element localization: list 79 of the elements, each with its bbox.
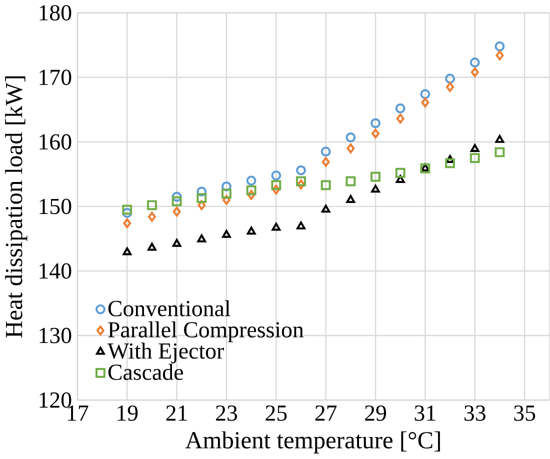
- point: [296, 166, 306, 176]
- point: [446, 82, 454, 92]
- point: [370, 172, 380, 182]
- point: [272, 184, 280, 195]
- x-tick-label: 23: [216, 406, 238, 422]
- point: [271, 180, 282, 190]
- point: [222, 182, 232, 192]
- point: [346, 144, 355, 154]
- x-tick-label: 25: [266, 406, 287, 422]
- y-tick-label: 170: [40, 70, 72, 86]
- point: [371, 184, 380, 193]
- point: [395, 168, 406, 178]
- point: [196, 186, 207, 197]
- point: [494, 42, 505, 52]
- point: [446, 155, 454, 164]
- x-tick-label: 19: [118, 406, 138, 422]
- legend-label: With Ejector: [107, 342, 224, 364]
- point: [172, 206, 181, 217]
- point: [296, 176, 306, 186]
- point: [372, 128, 380, 139]
- point: [246, 186, 256, 196]
- point: [246, 176, 256, 186]
- x-tick-label: 27: [315, 406, 337, 421]
- point: [271, 170, 282, 181]
- point: [297, 180, 305, 190]
- y-tick-label: 150: [40, 198, 72, 214]
- y-tick-label: 120: [40, 392, 72, 408]
- point: [148, 212, 156, 222]
- x-tick-label: 31: [414, 406, 436, 422]
- point: [346, 132, 356, 143]
- point: [122, 204, 132, 215]
- legend-label: Cascade: [108, 364, 183, 380]
- x-tick-label: 35: [514, 406, 536, 422]
- point: [470, 67, 479, 78]
- point: [396, 175, 405, 184]
- point: [198, 200, 206, 210]
- point: [470, 58, 480, 68]
- point: [445, 74, 455, 84]
- point: [172, 192, 182, 202]
- point: [296, 222, 306, 230]
- point: [346, 195, 356, 204]
- point: [247, 190, 256, 200]
- y-tick-label: 160: [40, 134, 72, 150]
- y-tick-label: 140: [40, 263, 72, 279]
- point: [320, 180, 331, 190]
- point: [495, 135, 504, 144]
- legend-label: Parallel Compression: [108, 322, 304, 342]
- y-axis-title: Heat dissipation load [kW]: [5, 76, 28, 338]
- x-tick-label: 21: [166, 406, 187, 421]
- point: [320, 146, 331, 157]
- point: [123, 218, 132, 228]
- x-axis-title: Ambient temperature [°C]: [185, 432, 440, 454]
- point: [246, 226, 256, 235]
- point: [146, 200, 157, 210]
- point: [346, 176, 356, 186]
- point: [395, 104, 406, 114]
- point: [494, 147, 505, 158]
- point: [321, 204, 330, 213]
- point: [421, 98, 430, 108]
- y-tick-label: 130: [40, 328, 72, 344]
- point: [122, 208, 132, 218]
- x-tick-label: 29: [365, 406, 386, 422]
- x-tick-label: 33: [464, 406, 486, 422]
- point: [496, 50, 504, 61]
- point: [420, 89, 430, 100]
- y-tick-label: 180: [40, 5, 72, 21]
- point: [470, 153, 480, 164]
- point: [470, 144, 480, 152]
- point: [272, 222, 281, 231]
- point: [222, 195, 230, 206]
- point: [196, 193, 207, 204]
- x-tick-label: 17: [68, 406, 88, 421]
- point: [322, 157, 330, 168]
- point: [172, 196, 182, 206]
- legend-label: Conventional: [108, 300, 230, 317]
- point: [370, 118, 380, 128]
- point: [222, 188, 232, 199]
- point: [445, 158, 455, 168]
- point: [396, 114, 404, 124]
